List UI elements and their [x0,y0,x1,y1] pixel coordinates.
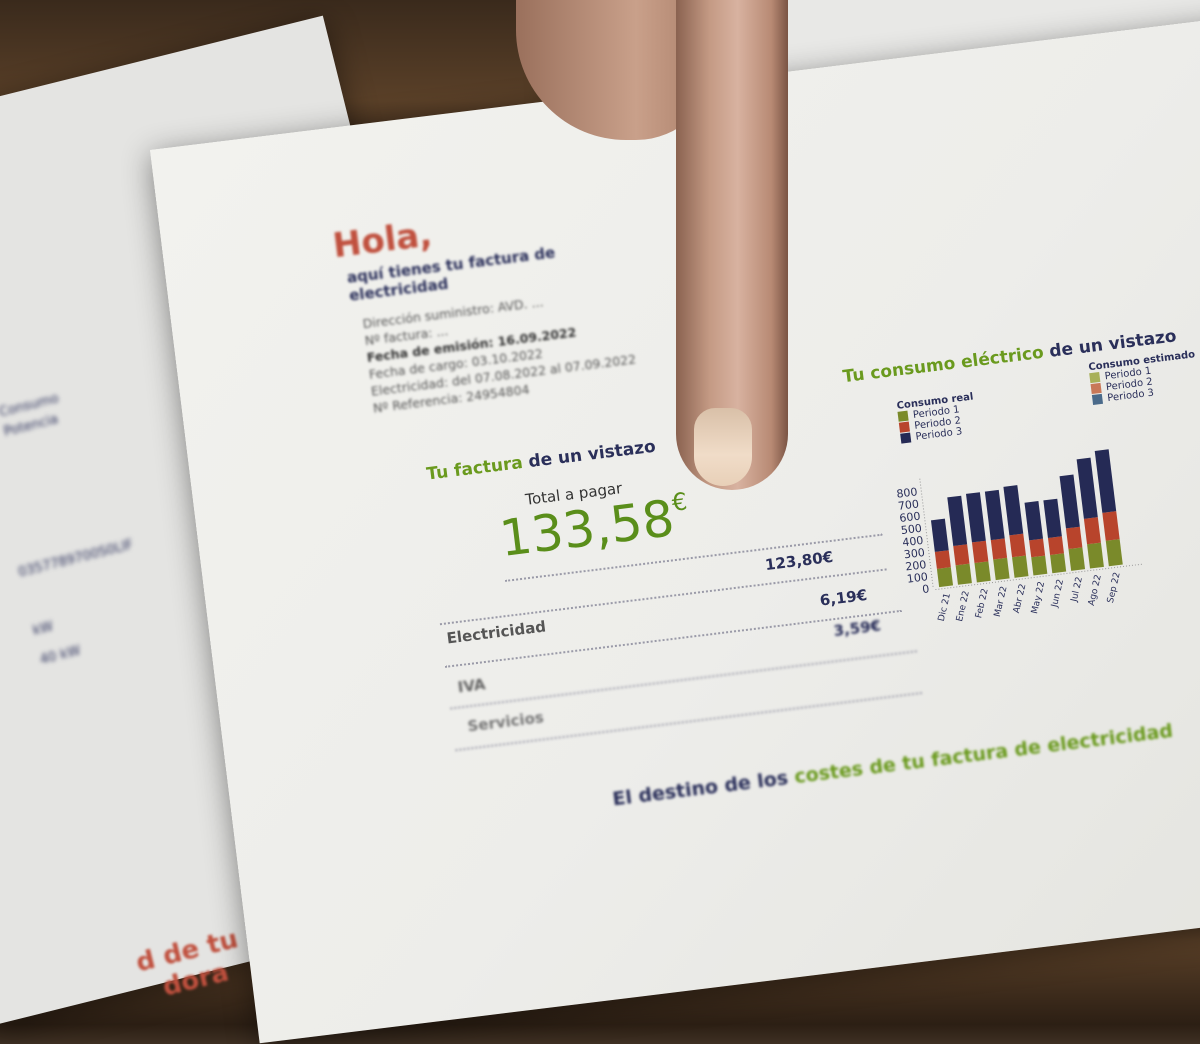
bottom-heading: El destino de los costes de tu factura d… [611,719,1175,811]
legend-estimated: Consumo estimado Periodo 1 Periodo 2 Per… [1088,349,1200,406]
x-tick-label: May 22 [1030,581,1047,615]
y-axis [919,478,934,588]
bar-segment-periodo-1 [974,561,991,583]
x-tick-label: Abr 22 [1012,583,1028,614]
x-tick-label: Ene 22 [955,590,972,623]
bar-segment-periodo-1 [993,557,1010,581]
y-tick-label: 300 [903,546,925,561]
left-sheet-line: 0357789700S0LIF [16,537,135,581]
y-tick-label: 500 [900,522,922,537]
bar-segment-periodo-1 [1050,553,1067,574]
y-tick-label: 600 [899,510,921,525]
bar-segment-periodo-2 [1009,533,1026,558]
bar-segment-periodo-2 [990,538,1008,560]
left-sheet-line: kW [31,619,55,639]
x-tick-label: Jul 22 [1069,576,1085,604]
row-label: IVA [456,675,487,697]
bar-segment-periodo-1 [936,567,954,588]
bar-segment-periodo-3 [1076,457,1098,519]
bill-details: Dirección suministro: AVD. ... Nº factur… [362,283,639,417]
bar-segment-periodo-2 [1029,538,1046,558]
bar-segment-periodo-2 [953,544,970,566]
bar-segment-periodo-2 [971,540,989,564]
greeting: Hola, [330,214,435,267]
bar-segment-periodo-3 [984,489,1005,541]
x-tick-label: Dic 21 [937,592,953,622]
bar-segment-periodo-3 [1024,501,1044,541]
row-value: 3,59€ [832,616,882,641]
y-tick-label: 100 [906,570,928,585]
bar-segment-periodo-3 [1043,498,1062,539]
bar-segment-periodo-3 [930,518,949,552]
summary-title: Tu factura de un vistazo [425,436,657,485]
bar-segment-periodo-2 [1102,511,1120,541]
bar-segment-periodo-1 [955,563,972,585]
y-tick-label: 400 [902,534,924,549]
row-value: 6,19€ [818,586,869,610]
x-tick-label: Mar 22 [993,585,1010,618]
bar-segment-periodo-3 [965,492,986,543]
y-tick-label: 700 [897,497,919,512]
x-axis [935,563,1144,591]
bar-segment-periodo-2 [934,550,951,569]
row-label: Servicios [466,708,545,736]
electricity-bill: Hola, aquí tienes tu factura de electric… [150,3,1200,1044]
bar-segment-periodo-3 [1094,449,1117,513]
bar-segment-periodo-1 [1012,555,1029,578]
bar-segment-periodo-2 [1065,526,1083,550]
bar-segment-periodo-1 [1105,539,1123,567]
legend-real: Consumo real Periodo 1 Periodo 2 Periodo… [896,392,978,445]
bar-segment-periodo-3 [1059,474,1080,529]
left-sheet-line: 40 kW [38,643,83,668]
bar-segment-periodo-2 [1083,517,1101,545]
bar-segment-periodo-1 [1031,555,1048,576]
fingernail [694,408,752,486]
y-tick-label: 0 [922,582,931,596]
bar-segment-periodo-1 [1087,542,1104,569]
bar-segment-periodo-3 [947,495,968,546]
x-tick-label: Feb 22 [974,588,991,620]
y-tick-label: 200 [905,558,927,573]
bar-segment-periodo-2 [1047,536,1064,555]
x-tick-label: Sep 22 [1106,571,1123,604]
x-tick-label: Jun 22 [1050,578,1066,609]
bar-segment-periodo-3 [1003,485,1024,536]
row-value: 123,80€ [764,547,835,575]
y-tick-label: 800 [896,485,918,500]
x-tick-label: Ago 22 [1087,574,1104,607]
bar-segment-periodo-1 [1068,547,1086,571]
